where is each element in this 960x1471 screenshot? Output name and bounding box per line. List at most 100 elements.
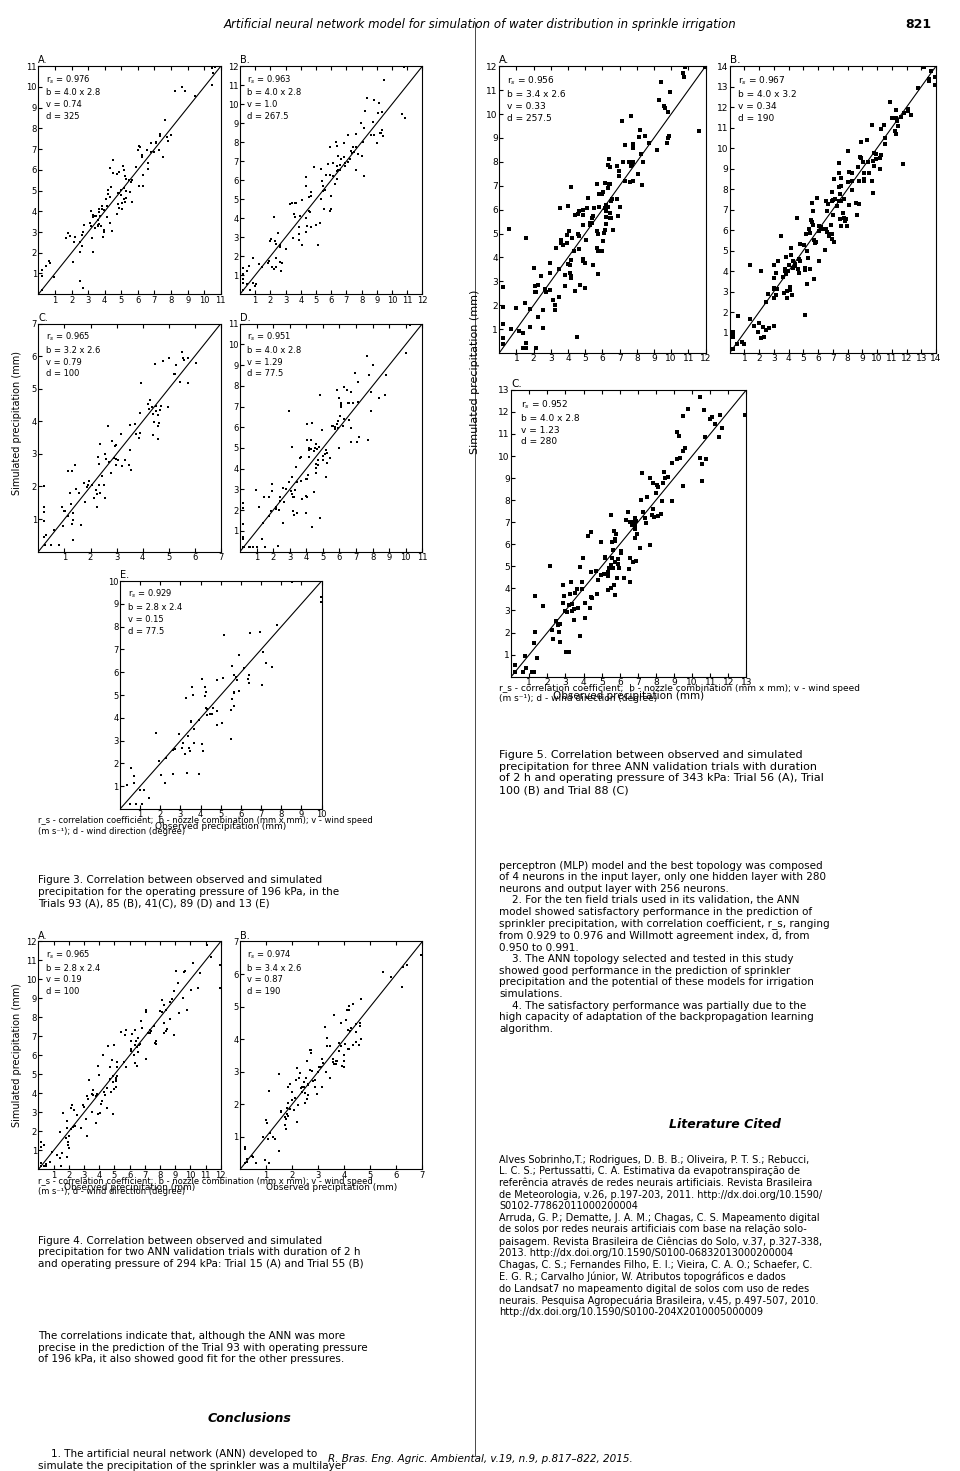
Point xyxy=(806,228,822,252)
Point xyxy=(625,550,640,574)
Point xyxy=(340,150,355,174)
Point xyxy=(74,234,89,257)
Point xyxy=(127,771,142,794)
Text: r$_s$ = 0.956
b = 3.4 x 2.6
v = 0.33
d = 257.5: r$_s$ = 0.956 b = 3.4 x 2.6 v = 0.33 d =… xyxy=(508,75,566,122)
Point xyxy=(670,447,685,471)
Point xyxy=(634,488,649,512)
Point xyxy=(272,485,287,509)
Point xyxy=(314,157,329,181)
Point xyxy=(129,156,144,179)
Point xyxy=(837,207,852,231)
Point xyxy=(547,293,563,316)
Point xyxy=(840,140,855,163)
Point xyxy=(160,396,176,419)
Point xyxy=(604,577,619,600)
Point xyxy=(535,316,550,340)
Point xyxy=(615,150,631,174)
Point xyxy=(782,275,798,299)
Point xyxy=(235,491,251,515)
Point xyxy=(580,197,595,221)
Point xyxy=(303,1041,319,1065)
Point xyxy=(776,265,791,288)
Point xyxy=(168,353,183,377)
Point xyxy=(128,793,143,816)
Point xyxy=(212,953,228,977)
Point xyxy=(199,934,214,958)
Point xyxy=(109,1050,125,1074)
Point xyxy=(348,362,363,385)
Point xyxy=(789,206,804,229)
Point xyxy=(186,716,202,740)
Point xyxy=(134,143,150,166)
Point xyxy=(495,275,511,299)
Point xyxy=(131,1040,146,1064)
Point xyxy=(64,459,80,482)
Point xyxy=(122,168,137,191)
Point xyxy=(658,97,673,121)
Point xyxy=(581,187,596,210)
Point xyxy=(146,424,161,447)
Point xyxy=(555,234,570,257)
Point xyxy=(583,213,598,237)
Point xyxy=(159,1016,175,1040)
Point xyxy=(59,1116,74,1140)
Point xyxy=(564,265,579,288)
Point xyxy=(95,1043,110,1066)
Point xyxy=(289,1111,304,1134)
Point xyxy=(224,655,239,678)
Point xyxy=(349,431,365,455)
Point xyxy=(646,471,661,494)
Point xyxy=(36,534,52,558)
Point xyxy=(660,131,675,154)
Point xyxy=(673,446,688,469)
Point xyxy=(329,1049,345,1072)
Point xyxy=(850,203,865,227)
Point xyxy=(792,249,807,272)
Point xyxy=(111,182,127,206)
Point xyxy=(149,394,164,418)
Point xyxy=(596,562,612,585)
Point xyxy=(357,100,372,124)
Point xyxy=(777,257,792,281)
Point xyxy=(80,475,95,499)
Point xyxy=(877,132,893,156)
Point xyxy=(204,702,220,725)
Point xyxy=(587,197,602,221)
Point xyxy=(518,656,534,680)
Point xyxy=(199,703,214,727)
Point xyxy=(89,1112,105,1136)
Point xyxy=(277,1106,293,1130)
Point xyxy=(103,185,118,209)
Point xyxy=(780,259,796,282)
Point xyxy=(558,599,573,622)
Point xyxy=(566,597,582,621)
Point xyxy=(97,1084,112,1108)
Point xyxy=(124,169,139,193)
Point xyxy=(322,200,337,224)
Point xyxy=(276,490,292,513)
Point xyxy=(199,680,214,703)
Point xyxy=(224,727,239,750)
Point xyxy=(319,441,334,465)
Point xyxy=(604,206,619,229)
Point xyxy=(63,491,79,515)
Point xyxy=(138,1000,154,1024)
Point xyxy=(835,202,851,225)
Point xyxy=(126,765,141,788)
Point xyxy=(649,138,664,162)
Point xyxy=(191,709,206,733)
Point xyxy=(298,1091,313,1115)
Point xyxy=(152,125,167,149)
Point xyxy=(157,109,173,132)
Point xyxy=(766,315,781,338)
Point xyxy=(184,675,200,699)
Point xyxy=(747,315,762,338)
Point xyxy=(730,304,745,328)
Point xyxy=(345,135,360,159)
Point xyxy=(337,154,352,178)
Point xyxy=(610,566,625,590)
Point xyxy=(172,722,187,746)
Point xyxy=(86,487,102,510)
Point xyxy=(90,1055,106,1078)
Point xyxy=(623,546,638,569)
